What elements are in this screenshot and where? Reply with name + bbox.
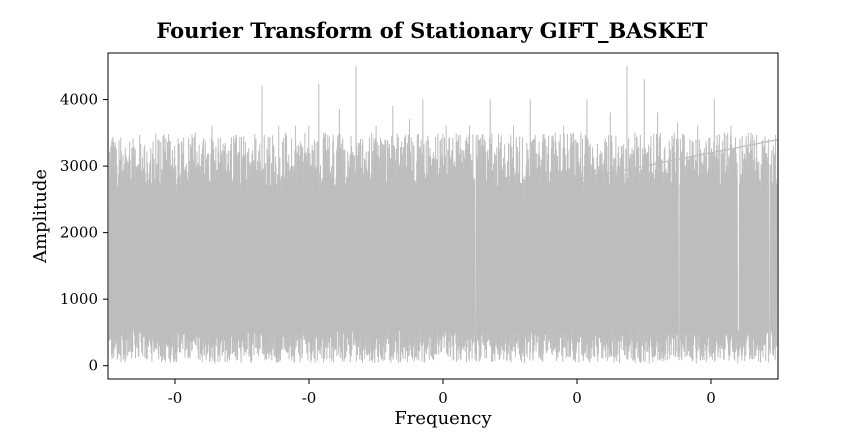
- y-tick-label: 1000: [60, 290, 98, 308]
- y-tick-label: 3000: [60, 157, 98, 175]
- x-tick-label: 0: [438, 389, 448, 407]
- x-tick-label: -0: [302, 389, 317, 407]
- y-axis-label: Amplitude: [30, 169, 51, 264]
- y-tick-label: 2000: [60, 224, 98, 242]
- y-axis: 0 1000 2000 3000 4000: [60, 91, 108, 375]
- x-tick-label: -0: [168, 389, 183, 407]
- chart-title: Fourier Transform of Stationary GIFT_BAS…: [156, 18, 708, 43]
- y-tick-label: 4000: [60, 91, 98, 109]
- x-axis-label: Frequency: [394, 408, 492, 429]
- spectrum-wrap-segment: [576, 138, 779, 180]
- y-tick-label: 0: [88, 357, 98, 375]
- x-axis: -0 -0 0 0 0: [168, 379, 716, 407]
- x-tick-label: 0: [572, 389, 582, 407]
- spectrum-series-line: [108, 65, 778, 364]
- x-tick-label: 0: [706, 389, 716, 407]
